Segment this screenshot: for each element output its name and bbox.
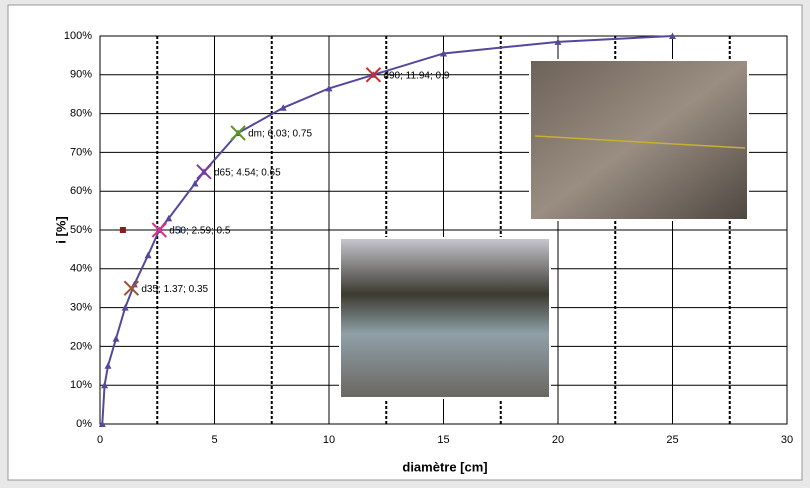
y-tick-label: 40% [70,263,92,275]
line [101,35,673,425]
point [112,335,120,342]
annotation-label: d50; 2.59; 0.5 [169,226,231,237]
y-tick-label: 60% [70,185,92,197]
point [119,227,126,233]
annotation-label: d90; 11.94; 0.9 [383,70,449,81]
point [191,179,199,187]
y-tick-label: 100% [64,30,92,42]
y-tick-label: 30% [70,302,92,314]
photo-river [339,237,551,399]
point [104,362,112,369]
x-axis-label: diamètre [cm] [402,459,487,474]
point [440,49,447,57]
annotation-marker [151,222,168,238]
x-tick-label: 5 [211,434,217,446]
x-tick-label: 25 [666,434,678,446]
annotation-label: d35; 1.37; 0.35 [141,284,208,295]
photo-water [529,59,749,221]
photo-line [534,135,746,149]
annotation-marker [123,280,140,296]
y-tick-label: 10% [70,379,92,391]
annotation-label: d65; 4.54; 0.65 [214,167,281,178]
point [177,227,184,233]
x-tick-label: 20 [552,434,564,446]
point [554,38,562,45]
annotation-label: dm; 6.03; 0.75 [248,129,312,140]
y-tick-label: 20% [70,340,92,352]
y-tick-label: 0% [76,418,92,430]
point [144,251,152,259]
y-tick-label: 70% [70,146,92,158]
point [101,381,109,389]
x-tick-label: 15 [437,434,449,446]
point [98,420,106,427]
photos [339,59,749,399]
x-tick-label: 0 [97,434,103,446]
annotation-marker [365,67,382,83]
y-axis-label: i [%] [53,216,68,243]
y-tick-label: 90% [70,69,92,81]
y-tick-label: 80% [70,108,92,120]
point [325,84,333,92]
x-tick-label: 10 [323,434,335,446]
point [669,32,676,39]
y-tick-label: 50% [70,224,92,236]
annotation-marker [196,164,212,180]
point [279,104,287,111]
point [165,214,173,222]
x-tick-label: 30 [781,434,793,446]
plot-border [99,35,788,425]
annotation-marker [230,125,246,141]
point [121,304,129,311]
